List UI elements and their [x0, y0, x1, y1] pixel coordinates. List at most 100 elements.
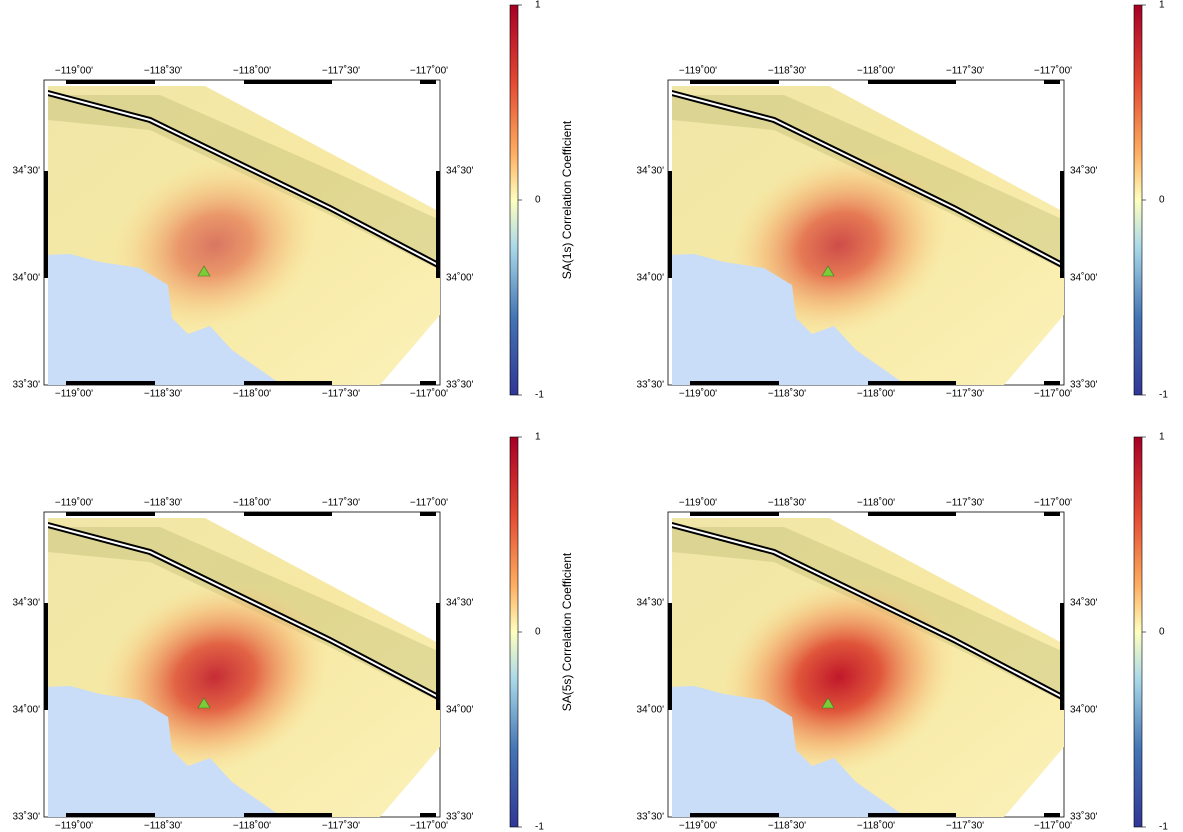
- frame-bar: [244, 813, 332, 817]
- frame-bar: [420, 381, 436, 385]
- lat-label: 34˚00': [1070, 272, 1098, 284]
- lon-label: −119˚00': [55, 497, 93, 509]
- map-panel: −119˚00' −119˚00' −118˚30' −118˚30' −118˚00'…: [637, 432, 1183, 832]
- colorbar-tick-label: -1: [535, 390, 544, 401]
- lon-label: −119˚00': [55, 65, 93, 77]
- lon-label: −117˚00': [1034, 388, 1072, 400]
- lon-label: −117˚00': [410, 820, 448, 832]
- colorbar-tick-label: 0: [1159, 195, 1165, 206]
- lon-label: −117˚30': [946, 497, 984, 509]
- lon-label: −118˚00': [233, 388, 271, 400]
- colorbar-tick-label: 0: [535, 195, 541, 206]
- frame-bar: [244, 381, 332, 385]
- frame-bar: [690, 381, 779, 385]
- lon-label: −118˚00': [857, 388, 895, 400]
- colorbar: [1134, 5, 1142, 395]
- lat-label: 34˚00': [13, 704, 41, 716]
- frame-bar: [420, 512, 436, 516]
- map-panel: −119˚00' −119˚00' −118˚30' −118˚30' −118˚00'…: [13, 0, 575, 401]
- lon-label: −118˚00': [857, 820, 895, 832]
- frame-bar: [668, 603, 672, 710]
- frame-bar: [420, 80, 436, 84]
- frame-bar: [690, 512, 779, 516]
- lon-label: −118˚30': [768, 497, 806, 509]
- lon-label: −117˚30': [322, 388, 360, 400]
- frame-bar: [66, 381, 155, 385]
- lat-label: 34˚00': [637, 704, 665, 716]
- lon-label: −117˚00': [410, 497, 448, 509]
- frame-bar: [1060, 603, 1064, 710]
- lon-label: −117˚00': [410, 388, 448, 400]
- frame-bar: [690, 80, 779, 84]
- lat-label: 34˚00': [446, 272, 474, 284]
- lon-label: −118˚30': [768, 388, 806, 400]
- frame-bar: [66, 80, 155, 84]
- lat-label: 34˚00': [13, 272, 41, 284]
- lon-label: −117˚30': [322, 820, 360, 832]
- lon-label: −117˚30': [946, 388, 984, 400]
- frame-bar: [1044, 813, 1060, 817]
- lon-label: −119˚00': [55, 820, 93, 832]
- lon-label: −118˚30': [144, 65, 182, 77]
- lat-label: 33˚30': [637, 379, 665, 391]
- frame-bar: [1044, 80, 1060, 84]
- frame-bar: [868, 813, 956, 817]
- colorbar-label: SA(5s) Correlation Coefficient: [560, 552, 574, 711]
- frame-bar: [436, 171, 440, 278]
- lat-label: 34˚30': [446, 165, 474, 177]
- colorbar-tick-label: 0: [1159, 627, 1165, 638]
- lon-label: −119˚00': [679, 497, 717, 509]
- lon-label: −117˚30': [946, 65, 984, 77]
- lon-label: −118˚00': [233, 65, 271, 77]
- lat-label: 34˚30': [13, 165, 41, 177]
- lon-label: −118˚30': [144, 388, 182, 400]
- figure: −119˚00' −119˚00' −118˚30' −118˚30' −118˚00'…: [0, 0, 1183, 832]
- lat-label: 33˚30': [1070, 379, 1098, 391]
- lat-label: 33˚30': [446, 379, 474, 391]
- lat-label: 34˚30': [446, 597, 474, 609]
- lat-label: 34˚30': [1070, 165, 1098, 177]
- frame-bar: [420, 813, 436, 817]
- lon-label: −117˚00': [1034, 497, 1072, 509]
- frame-bar: [66, 512, 155, 516]
- frame-bar: [44, 171, 48, 278]
- frame-bar: [1044, 512, 1060, 516]
- frame-bar: [44, 603, 48, 710]
- lon-label: −119˚00': [679, 820, 717, 832]
- colorbar-label: SA(1s) Correlation Coefficient: [560, 120, 574, 279]
- lon-label: −117˚00': [1034, 65, 1072, 77]
- colorbar-tick-label: 1: [1159, 0, 1165, 11]
- colorbar: [1134, 437, 1142, 827]
- lon-label: −118˚00': [857, 497, 895, 509]
- lat-label: 33˚30': [13, 379, 41, 391]
- colorbar-tick-label: -1: [535, 822, 544, 832]
- lon-label: −118˚30': [144, 497, 182, 509]
- lon-label: −118˚30': [768, 65, 806, 77]
- frame-bar: [1044, 381, 1060, 385]
- lon-label: −117˚00': [1034, 820, 1072, 832]
- lon-label: −118˚00': [233, 820, 271, 832]
- colorbar-tick-label: -1: [1159, 390, 1168, 401]
- colorbar-tick-label: 1: [1159, 432, 1165, 443]
- frame-bar: [690, 813, 779, 817]
- lat-label: 34˚00': [1070, 704, 1098, 716]
- lon-label: −118˚30': [144, 820, 182, 832]
- frame-bar: [244, 80, 332, 84]
- lon-label: −119˚00': [55, 388, 93, 400]
- lon-label: −119˚00': [679, 388, 717, 400]
- lon-label: −118˚00': [857, 65, 895, 77]
- lat-label: 34˚30': [1070, 597, 1098, 609]
- lon-label: −118˚30': [768, 820, 806, 832]
- frame-bar: [868, 80, 956, 84]
- map-panel: −119˚00' −119˚00' −118˚30' −118˚30' −118˚00'…: [13, 432, 575, 832]
- lat-label: 34˚30': [637, 597, 665, 609]
- frame-bar: [868, 512, 956, 516]
- frame-bar: [244, 512, 332, 516]
- colorbar-tick-label: 1: [535, 0, 541, 11]
- colorbar-tick-label: -1: [1159, 822, 1168, 832]
- frame-bar: [1060, 171, 1064, 278]
- colorbar: [510, 5, 518, 395]
- lat-label: 33˚30': [1070, 811, 1098, 823]
- frame-bar: [668, 171, 672, 278]
- frame-bar: [66, 813, 155, 817]
